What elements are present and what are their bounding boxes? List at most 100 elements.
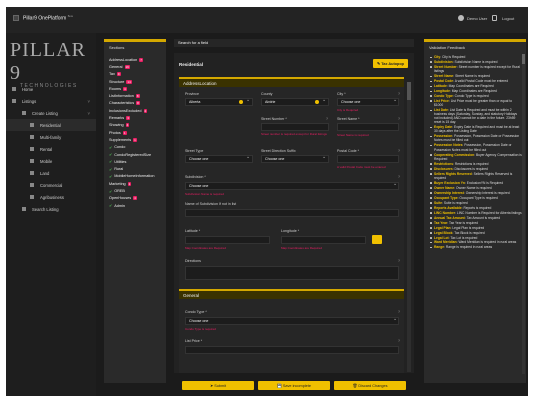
chevron-down-icon[interactable]: ⌄ <box>393 97 398 103</box>
validation-item[interactable]: Legal Plan: Legal Plan is required <box>430 226 522 230</box>
validation-item[interactable]: Possession: Possession, Possession Date … <box>430 134 522 142</box>
section-link-mobilehomeinformation[interactable]: ✔ MobileHomeInformation <box>104 173 166 180</box>
section-link-general[interactable]: General 19 <box>104 63 166 70</box>
tax-autopop-button[interactable]: ✎ Tax Autopop <box>372 59 408 68</box>
user-avatar-icon[interactable] <box>458 15 464 21</box>
validation-item[interactable]: Restrictions: Restrictions is required <box>430 162 522 166</box>
validation-item[interactable]: Occupant Type: Occupant Type is required <box>430 196 522 200</box>
validation-item[interactable]: Postal Code: A valid Postal Code must be… <box>430 79 522 83</box>
chevron-down-icon[interactable]: ⌄ <box>246 97 251 103</box>
validation-item[interactable]: Possession Notes: Possession, Possession… <box>430 143 522 152</box>
validation-item[interactable]: Ward Meridian: Ward Meridian is required… <box>430 240 522 244</box>
sidebar-item-create-listing[interactable]: Create Listing ˅ <box>6 107 96 119</box>
validation-item[interactable]: Suite: Suite is required <box>430 201 522 205</box>
street-number-input[interactable] <box>261 123 329 131</box>
latitude-input[interactable] <box>185 236 270 244</box>
help-icon[interactable]: ? <box>398 149 400 153</box>
help-icon[interactable]: ? <box>398 92 400 96</box>
section-link-utilities[interactable]: ✔ Utilities <box>104 158 166 165</box>
section-link-supplements[interactable]: Supplements 1 <box>104 136 166 143</box>
clear-county-icon[interactable] <box>315 100 319 104</box>
sidebar-item-search-listing[interactable]: Search Listing <box>6 203 96 215</box>
section-link-addresslocation[interactable]: AddressLocation 7 <box>104 56 166 63</box>
street-name-input[interactable] <box>337 123 399 131</box>
sidebar-item-commercial[interactable]: Commercial <box>6 179 96 191</box>
help-icon[interactable]: ? <box>398 310 400 314</box>
validation-item[interactable]: Condo Type: Condo Type is required <box>430 94 522 98</box>
sidebar-item-residential[interactable]: Residential <box>6 119 96 131</box>
validation-item[interactable]: Cooperating Commission: Buyer Agency Com… <box>430 153 522 161</box>
section-link-characteristics[interactable]: Characteristics 8 <box>104 100 166 107</box>
validation-item[interactable]: Legal Lot: Tax Lot is required <box>430 236 522 240</box>
chevron-down-icon[interactable]: ⌄ <box>322 97 327 103</box>
help-icon[interactable]: ? <box>398 117 400 121</box>
longitude-input[interactable] <box>281 236 366 244</box>
sidebar-item-multi-family[interactable]: Multi-family <box>6 131 96 143</box>
submit-button[interactable]: ➤ Submit <box>182 381 254 390</box>
section-link-condoregisteredsize[interactable]: ✔ CondoRegisteredSize <box>104 151 166 158</box>
section-link-remarks[interactable]: Remarks 3 <box>104 114 166 121</box>
validation-item[interactable]: Tax Year: Tax Year is required <box>430 221 522 225</box>
validation-item[interactable]: Street Number: Street number is required… <box>430 65 522 73</box>
condo-type-select[interactable]: Choose one <box>185 317 399 325</box>
section-link-photos[interactable]: Photos 1 <box>104 129 166 136</box>
map-locate-button[interactable] <box>372 235 382 244</box>
chevron-down-icon[interactable]: ⌄ <box>322 154 327 160</box>
validation-scrollbar[interactable] <box>522 54 525 374</box>
county-select[interactable]: Airdrie <box>261 98 329 106</box>
list-price-input[interactable] <box>185 346 399 354</box>
province-select[interactable]: Alberta <box>185 98 253 106</box>
validation-item[interactable]: Latitude: Map Coordinates are Required <box>430 84 522 88</box>
section-link-listinformation[interactable]: ListInformation 8 <box>104 92 166 99</box>
validation-item[interactable]: Legal Block: Tax Block is required <box>430 231 522 235</box>
section-link-rooms[interactable]: Rooms 4 <box>104 85 166 92</box>
section-link-structure[interactable]: Structure 14 <box>104 78 166 85</box>
validation-item[interactable]: Buyer Exclusion Yn: ExclusionYN is Requi… <box>430 181 522 185</box>
city-select[interactable]: Choose one <box>337 98 399 106</box>
sidebar-item-home[interactable]: Home <box>6 83 96 95</box>
help-icon[interactable]: ? <box>326 117 328 121</box>
save-incomplete-button[interactable]: 💾 Save incomplete <box>258 381 330 390</box>
chevron-down-icon[interactable]: ⌄ <box>393 181 398 187</box>
validation-item[interactable]: LINC Number: LINC Number is Required for… <box>430 211 522 215</box>
sidebar-item-land[interactable]: Land <box>6 167 96 179</box>
validation-item[interactable]: Disclosures: Disclosures is required <box>430 167 522 171</box>
sidebar-item-listings[interactable]: Listings ˅ <box>6 95 96 107</box>
sidebar-item-mobile[interactable]: Mobile <box>6 155 96 167</box>
sidebar-item-agribusiness[interactable]: Agribusiness <box>6 191 96 203</box>
logout-icon[interactable] <box>492 15 497 21</box>
validation-item[interactable]: Owner Name: Owner Name is required <box>430 186 522 190</box>
sidebar-item-rental[interactable]: Rental <box>6 143 96 155</box>
help-icon[interactable]: ? <box>398 259 400 263</box>
user-name[interactable]: Demo User <box>467 16 488 21</box>
validation-item[interactable]: Street Name: Street Name is required <box>430 74 522 78</box>
section-link-inclusionsexcluded[interactable]: InclusionsExcluded 2 <box>104 107 166 114</box>
validation-item[interactable]: Longitude: Map Coordinates are Required <box>430 89 522 93</box>
subdivision-select[interactable]: Choose one <box>185 182 399 190</box>
discard-changes-button[interactable]: 🗑 Discard Changes <box>334 381 406 390</box>
section-link-admin[interactable]: ✔ Admin <box>104 202 166 209</box>
clear-province-icon[interactable] <box>239 100 243 104</box>
section-link-oreb[interactable]: ✔ OREB <box>104 187 166 194</box>
help-icon[interactable]: ? <box>398 175 400 179</box>
section-link-tax[interactable]: Tax 9 <box>104 71 166 78</box>
validation-item[interactable]: List Price: List Price must be greater t… <box>430 99 522 107</box>
section-link-condo[interactable]: ✔ Condo <box>104 144 166 151</box>
directions-textarea[interactable] <box>185 266 399 280</box>
section-link-rural[interactable]: ✔ Rural <box>104 165 166 172</box>
subdivision-name-input[interactable] <box>185 209 399 217</box>
validation-item[interactable]: Ownership Interest: Ownership Interest i… <box>430 191 522 195</box>
street-type-select[interactable]: Choose one <box>185 155 253 163</box>
street-suffix-select[interactable]: Choose one <box>261 155 329 163</box>
section-link-marketing[interactable]: Marketing 1 <box>104 180 166 187</box>
validation-item[interactable]: City: City is Required <box>430 55 522 59</box>
section-link-showing[interactable]: Showing 4 <box>104 122 166 129</box>
validation-item[interactable]: Reports Available: Reports is required <box>430 206 522 210</box>
field-search-input[interactable]: Search for a field <box>174 39 414 47</box>
validation-item[interactable]: Range: Range is required in rural areas <box>430 245 522 249</box>
postal-code-input[interactable] <box>337 155 399 163</box>
section-link-openhouses[interactable]: OpenHouses 4 <box>104 195 166 202</box>
validation-item[interactable]: Sellers Rights Reserved: Sellers Rights … <box>430 172 522 180</box>
validation-item[interactable]: List Date: List Date is Required and mus… <box>430 108 522 124</box>
validation-item[interactable]: Subdivision: Subdivision Name is require… <box>430 60 522 64</box>
